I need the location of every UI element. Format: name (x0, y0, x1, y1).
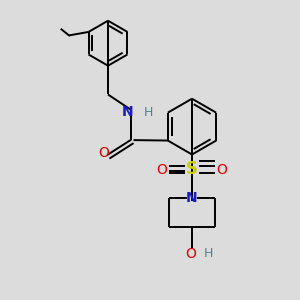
Text: N: N (122, 106, 133, 119)
Text: H: H (144, 106, 153, 119)
Text: O: O (217, 163, 227, 176)
Text: O: O (98, 146, 109, 160)
Text: O: O (157, 163, 167, 176)
Text: S: S (186, 160, 198, 178)
Text: O: O (185, 247, 196, 260)
Text: H: H (204, 247, 213, 260)
Text: N: N (186, 191, 198, 205)
